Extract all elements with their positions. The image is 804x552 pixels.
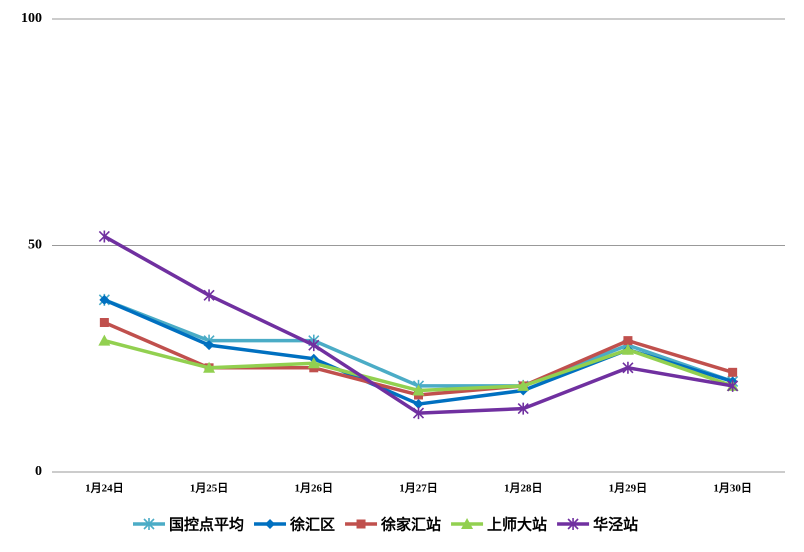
legend-label: 华泾站 [593, 516, 638, 534]
legend-label: 徐家汇站 [380, 516, 441, 534]
legend-marker [461, 518, 474, 529]
legend-marker [143, 518, 155, 530]
marker [621, 343, 634, 355]
marker [517, 379, 530, 391]
legend-marker [265, 519, 276, 529]
legend-item: 徐家汇站 [345, 516, 441, 534]
legend-item: 华泾站 [557, 516, 638, 534]
legend-item: 国控点平均 [133, 516, 244, 534]
x-tick-label: 1月26日 [295, 482, 334, 495]
marker [98, 230, 110, 243]
marker [727, 379, 739, 392]
legend-item: 上师大站 [451, 516, 547, 534]
marker [203, 361, 216, 373]
marker [412, 384, 425, 396]
marker [728, 367, 738, 377]
marker [622, 361, 634, 374]
marker [98, 334, 111, 346]
marker [413, 399, 424, 410]
x-tick-label: 1月24日 [85, 482, 124, 495]
marker [204, 340, 215, 351]
marker [412, 407, 425, 420]
y-tick-label: 50 [28, 238, 42, 253]
marker [203, 289, 215, 302]
marker [623, 336, 633, 346]
legend-label: 国控点平均 [169, 516, 244, 534]
marker [99, 318, 109, 328]
marker [308, 339, 320, 352]
marker [99, 294, 110, 305]
legend-label: 徐汇区 [289, 516, 335, 534]
x-tick-label: 1月30日 [713, 482, 752, 495]
legend-marker [356, 519, 366, 529]
y-tick-label: 100 [21, 11, 42, 26]
x-tick-label: 1月28日 [504, 482, 543, 495]
x-tick-label: 1月27日 [399, 482, 438, 495]
marker [517, 402, 529, 415]
legend-marker [567, 518, 579, 530]
y-tick-label: 0 [35, 464, 42, 479]
x-tick-label: 1月25日 [190, 482, 229, 495]
x-tick-label: 1月29日 [609, 482, 648, 495]
legend-label: 上师大站 [487, 516, 547, 534]
legend-item: 徐汇区 [254, 516, 335, 534]
marker [307, 357, 320, 369]
